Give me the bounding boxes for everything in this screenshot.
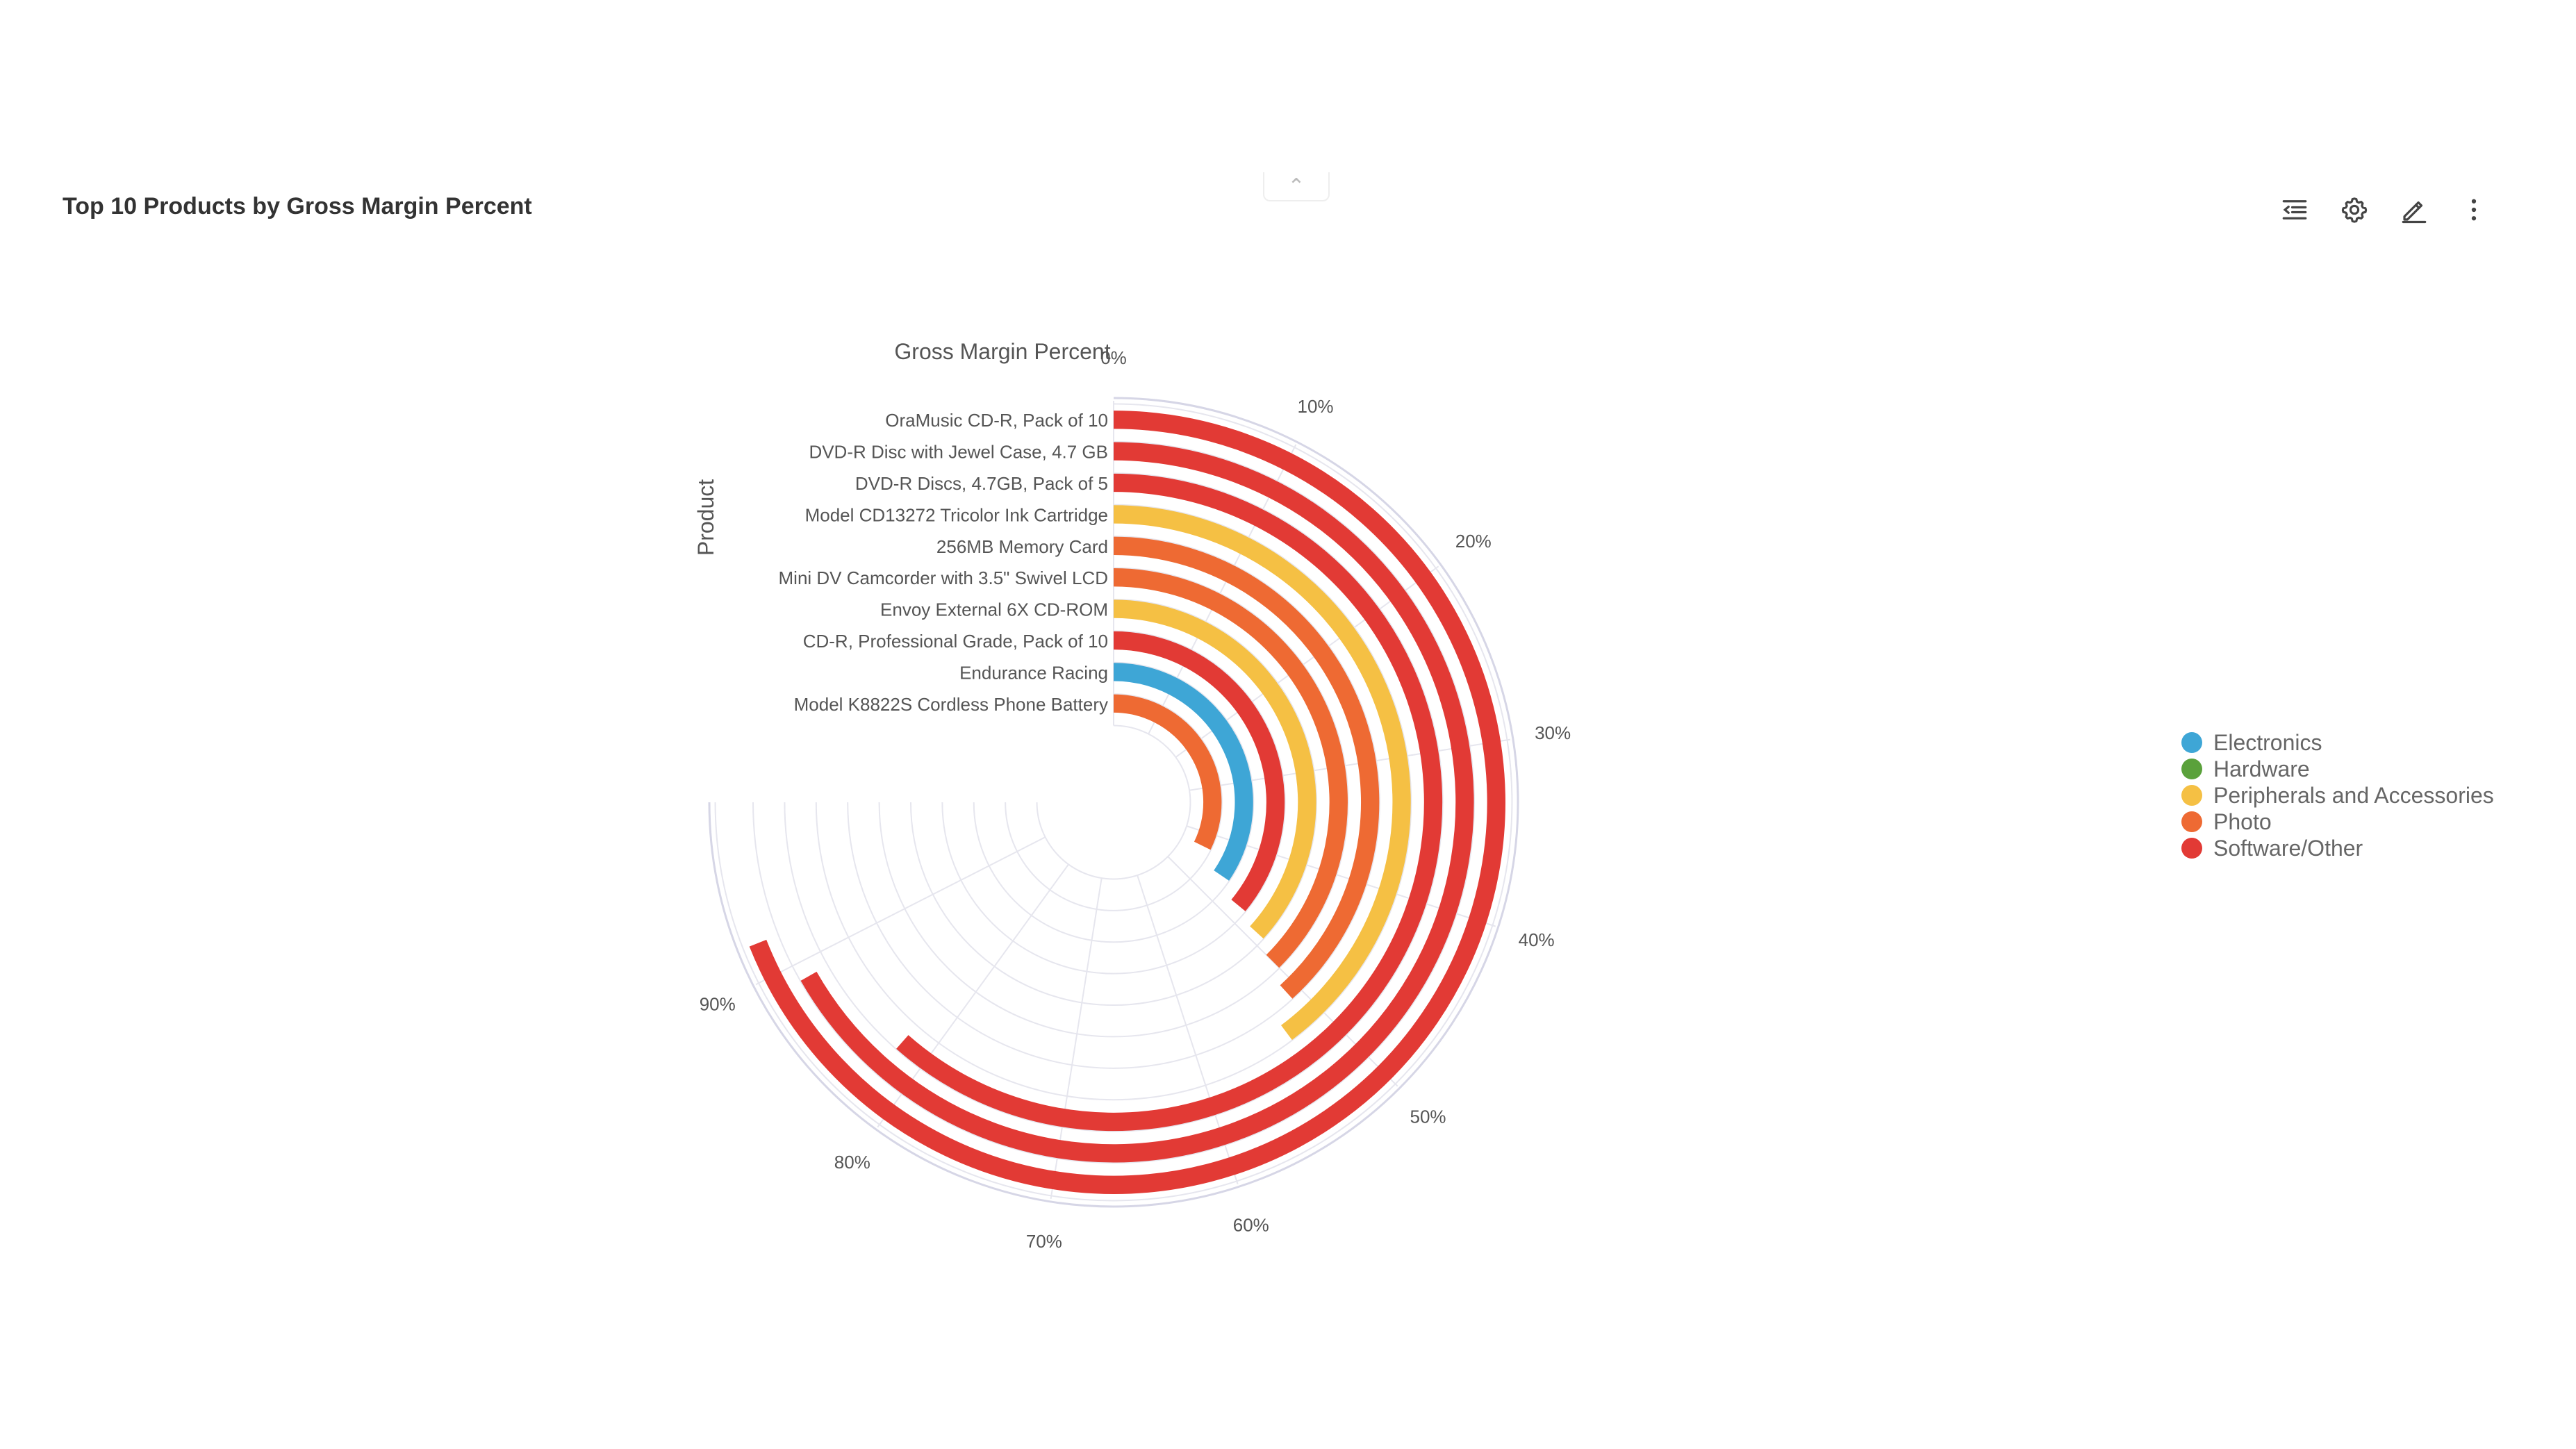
chart-bar [1113, 631, 1285, 911]
list-indent-icon [2282, 200, 2307, 220]
tick-label: 20% [1455, 531, 1492, 552]
more-vertical-icon [2471, 199, 2477, 221]
tick-label: 80% [834, 1152, 870, 1173]
tick-label: 0% [1100, 347, 1127, 368]
legend-swatch [2181, 838, 2202, 859]
category-label: DVD-R Disc with Jewel Case, 4.7 GB [809, 442, 1108, 463]
category-label: CD-R, Professional Grade, Pack of 10 [803, 631, 1108, 652]
legend-swatch [2181, 785, 2202, 806]
chart-bar [1113, 694, 1222, 850]
more-options-button[interactable] [2455, 191, 2493, 229]
category-label: Mini DV Camcorder with 3.5" Swivel LCD [779, 568, 1108, 588]
tick-label: 30% [1535, 722, 1571, 743]
chevron-up-icon: ⌃ [1287, 174, 1305, 198]
category-label: Model CD13272 Tricolor Ink Cartridge [805, 504, 1108, 525]
legend-label: Software/Other [2213, 836, 2363, 861]
list-indent-button[interactable] [2276, 191, 2313, 229]
legend-label: Peripherals and Accessories [2213, 783, 2494, 808]
gear-icon [2341, 197, 2368, 223]
collapse-toggle[interactable]: ⌃ [1263, 172, 1330, 201]
legend-swatch [2181, 811, 2202, 832]
chart-bar [749, 411, 1505, 1194]
category-label: Model K8822S Cordless Phone Battery [794, 694, 1108, 715]
legend-item[interactable]: Photo [2181, 810, 2494, 834]
pencil-icon [2402, 201, 2427, 224]
chart-grid [714, 401, 1513, 1202]
legend-item[interactable]: Hardware [2181, 757, 2494, 781]
tick-label: 70% [1026, 1231, 1062, 1252]
legend-item[interactable]: Peripherals and Accessories [2181, 784, 2494, 807]
legend-label: Hardware [2213, 756, 2310, 781]
chart-bar [1113, 536, 1380, 999]
legend-label: Electronics [2213, 730, 2322, 755]
category-label: Endurance Racing [959, 662, 1108, 683]
y-axis-label: Product [693, 479, 718, 556]
tick-label: 50% [1410, 1107, 1446, 1127]
chart-bar [1113, 599, 1316, 939]
tick-label: 10% [1298, 396, 1334, 417]
grid-spoke [755, 836, 1046, 986]
legend-label: Photo [2213, 809, 2272, 834]
edit-button[interactable] [2395, 191, 2433, 229]
category-label: OraMusic CD-R, Pack of 10 [885, 410, 1108, 431]
legend-swatch [2181, 732, 2202, 753]
category-label: 256MB Memory Card [936, 536, 1108, 557]
legend-swatch [2181, 759, 2202, 779]
tick-label: 90% [700, 994, 736, 1015]
chart-bar [800, 442, 1474, 1163]
tick-label: 40% [1519, 929, 1555, 950]
legend-item[interactable]: Electronics [2181, 731, 2494, 754]
chart-bar [1113, 663, 1253, 881]
settings-button[interactable] [2336, 191, 2373, 229]
x-axis-line [708, 397, 1519, 1208]
chart-bars [749, 411, 1505, 1194]
chart-bar [1113, 568, 1348, 968]
chart-bar [896, 473, 1443, 1132]
tick-label: 60% [1233, 1215, 1269, 1236]
chart-legend: Electronics Hardware Peripherals and Acces… [2181, 731, 2494, 860]
axis-title: Gross Margin Percent [894, 339, 1110, 364]
chart-bar [1113, 505, 1411, 1041]
category-label: Envoy External 6X CD-ROM [880, 599, 1108, 620]
legend-item[interactable]: Software/Other [2181, 836, 2494, 860]
grid-arc [1036, 724, 1191, 880]
panel-toolbar [2276, 191, 2493, 229]
category-label: DVD-R Discs, 4.7GB, Pack of 5 [855, 473, 1108, 494]
panel-title: Top 10 Products by Gross Margin Percent [63, 193, 532, 220]
